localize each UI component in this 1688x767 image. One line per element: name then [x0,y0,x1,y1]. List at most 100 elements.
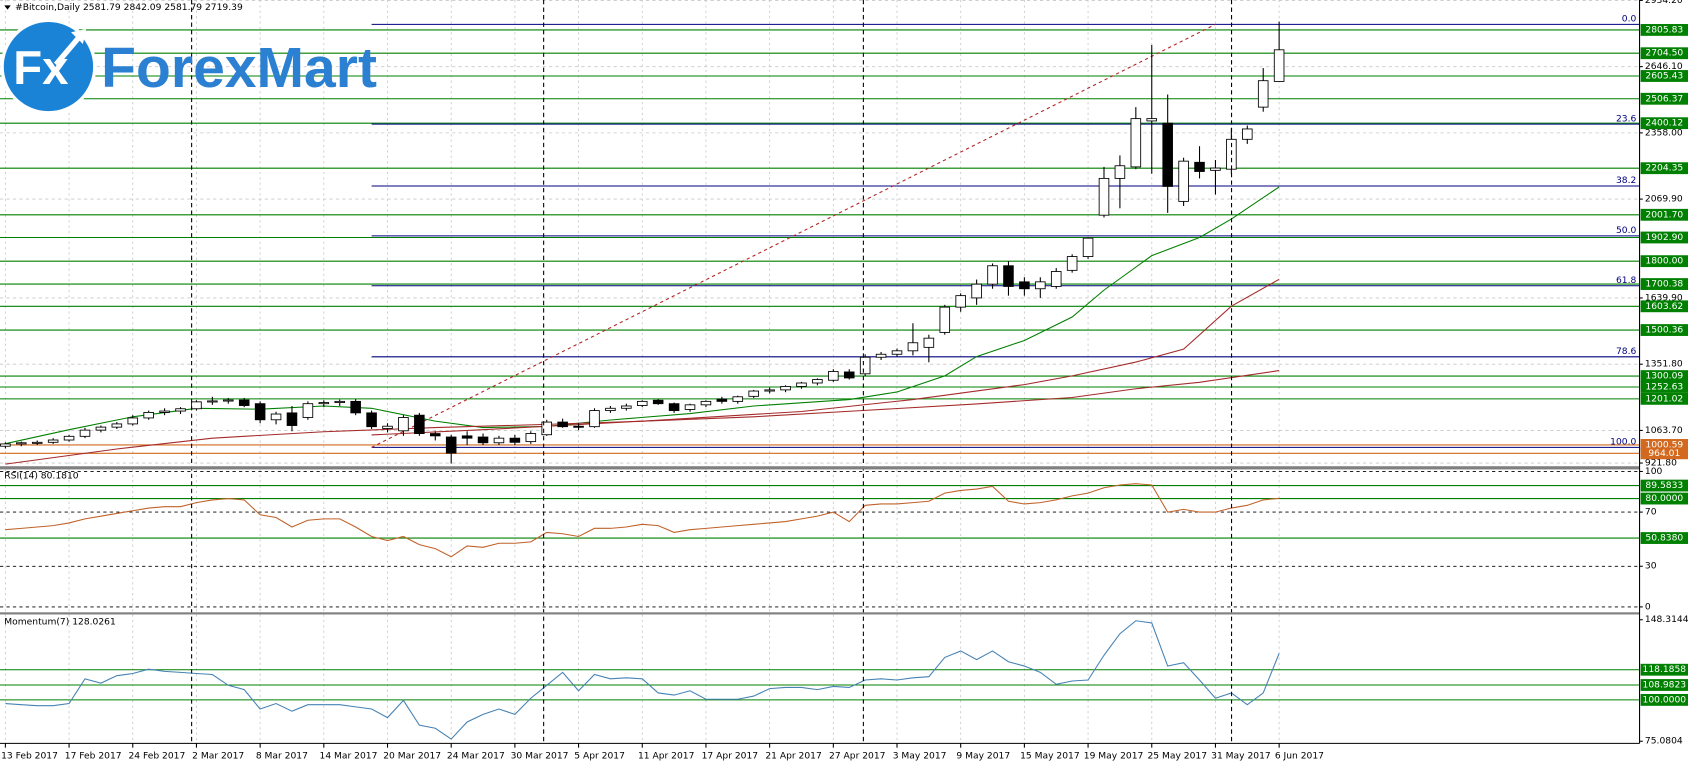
fib-label: 50.0 [1616,226,1637,236]
level-label: 118.1858 [1643,665,1687,675]
candle-body [223,399,234,402]
level-box [1640,278,1688,290]
fib-label: 61.8 [1616,276,1637,286]
x-tick-label: 19 May 2017 [1084,752,1144,762]
level-box [1640,92,1688,105]
level-label: 1603.62 [1645,302,1683,312]
y-tick-label: 2646.10 [1645,62,1683,72]
y-tick-label: 75.0804 [1645,737,1683,747]
candle-body [79,429,91,437]
candle-body [31,441,43,444]
candle-body [668,403,680,412]
x-tick-label: 3 May 2017 [893,752,947,762]
candle-body [621,405,632,409]
x-tick-label: 25 May 2017 [1147,752,1207,762]
y-tick-label: 2934.20 [1645,0,1683,6]
level-box [1640,300,1688,313]
y-tick-label: 100 [1645,467,1663,477]
y-tick-label: 1639.90 [1645,293,1683,303]
level-box [1640,392,1688,405]
level-label: 2704.50 [1645,49,1683,59]
candle-body [748,390,759,397]
level-box [1640,439,1688,451]
candle-body [191,401,202,410]
candle-body [557,421,568,428]
level-label: 2001.70 [1645,210,1683,220]
candle-body [1178,160,1189,202]
x-tick-label: 31 May 2017 [1211,752,1271,762]
candle-body [318,402,330,405]
level-label: 2805.83 [1645,25,1683,35]
candle-body [1050,271,1062,287]
candle-body [1130,118,1142,168]
candle-body [652,399,664,405]
x-tick-label: 24 Feb 2017 [128,752,185,762]
x-tick-label: 30 Mar 2017 [511,752,569,762]
candle-body [1003,265,1014,287]
candle-body [159,410,170,413]
candle-body [398,417,409,432]
level-label: 2605.43 [1645,71,1683,81]
level-box [1640,693,1688,706]
candle-body [1273,49,1285,82]
candle-body [493,437,505,444]
level-box [1640,162,1688,175]
candle-body [780,386,791,391]
logo-icon: Fx [13,42,68,95]
x-tick-label: 2 Mar 2017 [192,752,244,762]
indicator-line [5,620,1280,740]
candle-body [414,414,425,435]
candle-body [509,437,521,443]
fib-label: 100.0 [1610,437,1636,447]
candle-body [366,412,377,428]
candle-body [859,356,871,375]
level-box [1640,663,1688,676]
candle-body [907,342,919,352]
candle-body [1146,118,1158,122]
logo: Fx ForexMart [0,18,377,115]
candle-body [127,417,139,425]
candle-body [207,400,218,403]
candle-body [573,425,584,428]
y-tick-label: 1351.80 [1645,360,1683,370]
candle-body [175,408,186,412]
level-box [1640,679,1688,691]
pane-divider [0,612,1640,615]
candle-body [605,407,616,412]
candle-body [732,396,744,402]
level-label: 50.8380 [1645,534,1683,544]
moving-average [5,370,1280,465]
candle-body [286,412,298,426]
candle-body [541,421,553,436]
candle-body [1066,256,1078,271]
menu-arrow [4,5,11,10]
candle-body [270,413,282,421]
candle-body [1098,177,1110,216]
logo-arrowhead [71,29,87,45]
x-tick-label: 17 Apr 2017 [702,752,759,762]
level-box [1640,70,1688,82]
candle-body [1257,80,1269,108]
candle-body [1210,167,1221,171]
level-box [1640,255,1688,268]
y-tick-label: 921.80 [1645,459,1677,469]
level-box [1640,492,1688,505]
level-label: 89.5833 [1645,481,1683,491]
candle-body [636,400,648,406]
level-label: 80.0000 [1645,494,1683,504]
candle-body [796,382,807,387]
fib-label: 78.6 [1616,347,1637,357]
level-box [1640,381,1688,393]
candle-body [987,265,998,285]
x-tick-label: 5 Apr 2017 [574,752,625,762]
level-label: 108.9823 [1643,681,1687,691]
pane-divider [0,466,1640,470]
x-tick-label: 17 Feb 2017 [65,752,122,762]
plot-area: 0.0 23.6 38.2 50.0 61.8 78.6 100.0 [0,0,1640,744]
candle-body [812,379,823,384]
y-tick-label: 2069.90 [1645,195,1683,205]
candle-body [716,398,728,402]
candle-body [684,404,696,410]
